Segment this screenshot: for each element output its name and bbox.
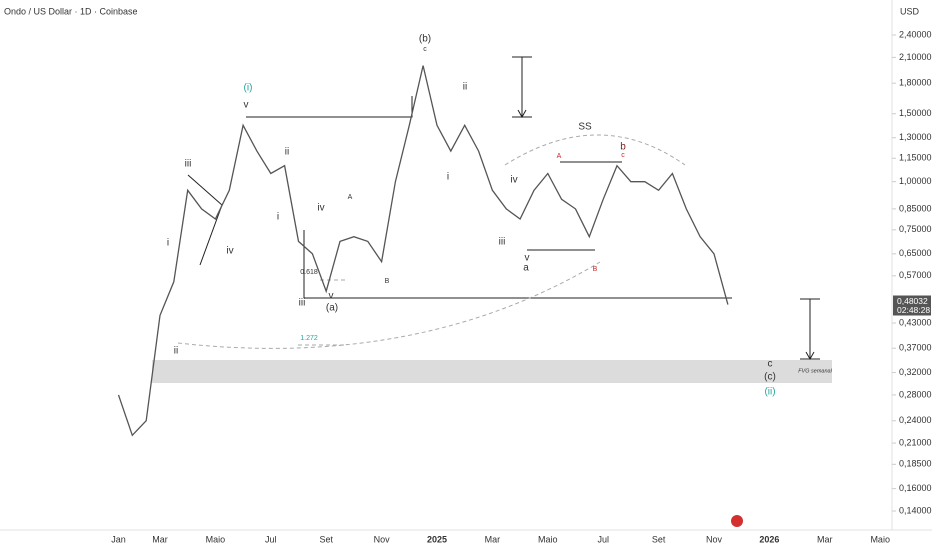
x-tick-label: 2026: [759, 534, 779, 544]
wave-label: ii: [285, 147, 289, 158]
wave-label: 1.272: [300, 335, 318, 342]
y-tick-label: 0,21000: [899, 437, 932, 447]
x-tick-label: Mar: [817, 534, 833, 544]
x-tick-label: Maio: [538, 534, 558, 544]
curve: [177, 261, 601, 349]
wave-label: FVG semanal: [798, 368, 832, 374]
wave-label: B: [385, 278, 390, 285]
x-tick-label: Set: [652, 534, 666, 544]
fvg-zone: [152, 360, 832, 383]
y-tick-label: 0,65000: [899, 248, 932, 258]
x-tick-label: Set: [319, 534, 333, 544]
y-tick-label: 0,18500: [899, 459, 932, 469]
curve: [504, 134, 686, 166]
wave-label: v: [244, 100, 249, 111]
wave-label: iv: [317, 203, 324, 214]
wave-label: a: [523, 263, 529, 274]
y-tick-label: 0,16000: [899, 483, 932, 493]
x-tick-label: 2025: [427, 534, 447, 544]
y-tick-label: 0,57000: [899, 270, 932, 280]
wave-label: i: [447, 172, 449, 183]
wave-label: A: [557, 153, 562, 160]
wave-label: iv: [226, 246, 233, 257]
range-line: [527, 161, 622, 251]
wave-label: B: [593, 266, 598, 273]
y-tick-label: 0,75000: [899, 224, 932, 234]
y-tick-label: 1,15000: [899, 153, 932, 163]
x-tick-label: Jul: [265, 534, 277, 544]
price-box: [893, 295, 931, 316]
x-tick-label: Maio: [870, 534, 890, 544]
wave-label: 0.618: [300, 269, 318, 276]
level-line: [246, 96, 413, 118]
x-tick-label: Maio: [206, 534, 226, 544]
wave-label: (c): [764, 372, 776, 383]
fib-line: [298, 279, 346, 346]
y-tick-label: 0,85000: [899, 203, 932, 213]
wave-label: (a): [326, 303, 338, 314]
price-line: [117, 65, 729, 437]
x-tick-label: Nov: [706, 534, 723, 544]
wave-label: b: [620, 142, 626, 153]
y-tick-label: 1,30000: [899, 132, 932, 142]
measure: [512, 56, 532, 119]
wave-label: (i): [244, 83, 253, 94]
x-tick-label: Mar: [485, 534, 501, 544]
wave-label: (ii): [764, 387, 775, 398]
measure: [800, 298, 820, 361]
y-tick-label: 0,14000: [899, 505, 932, 515]
y-tick-label: 0,32000: [899, 367, 932, 377]
wave-label: iii: [299, 298, 306, 309]
y-tick-label: 1,80000: [899, 78, 932, 88]
wave-label: iii: [499, 237, 506, 248]
x-tick-label: Jan: [111, 534, 126, 544]
wave-label: i: [277, 212, 279, 223]
wave-label: v: [329, 291, 334, 302]
y-tick-label: 0,43000: [899, 317, 932, 327]
triangle: [187, 174, 223, 266]
last-price: 0,48032: [897, 296, 928, 306]
y-tick-label: 2,40000: [899, 29, 932, 39]
y-tick-label: 0,28000: [899, 389, 932, 399]
wave-label: iv: [510, 175, 517, 186]
x-tick-label: Jul: [597, 534, 609, 544]
y-tick-label: 1,00000: [899, 176, 932, 186]
wave-label: iii: [185, 159, 192, 170]
currency: USD: [900, 6, 920, 16]
y-tick-label: 0,37000: [899, 343, 932, 353]
y-tick-label: 2,10000: [899, 52, 932, 62]
x-tick-label: Mar: [152, 534, 168, 544]
countdown: 02:48:28: [897, 305, 930, 315]
wave-label: i: [167, 238, 169, 249]
x-tick-label: Nov: [374, 534, 391, 544]
wave-label: ii: [174, 346, 178, 357]
wave-label: c: [621, 152, 625, 159]
wave-label: A: [348, 194, 353, 201]
drawings: [177, 56, 820, 527]
wave-label: ii: [463, 82, 467, 93]
wave-label: c: [423, 46, 427, 53]
wave-label: (b): [419, 34, 431, 45]
wave-label: v: [525, 253, 530, 264]
event-flag[interactable]: [731, 515, 743, 527]
wave-label: c: [768, 359, 773, 370]
wave-label: SS: [578, 122, 592, 133]
y-tick-label: 0,24000: [899, 415, 932, 425]
chart-title: Ondo / US Dollar · 1D · Coinbase: [4, 6, 138, 16]
y-tick-label: 1,50000: [899, 108, 932, 118]
